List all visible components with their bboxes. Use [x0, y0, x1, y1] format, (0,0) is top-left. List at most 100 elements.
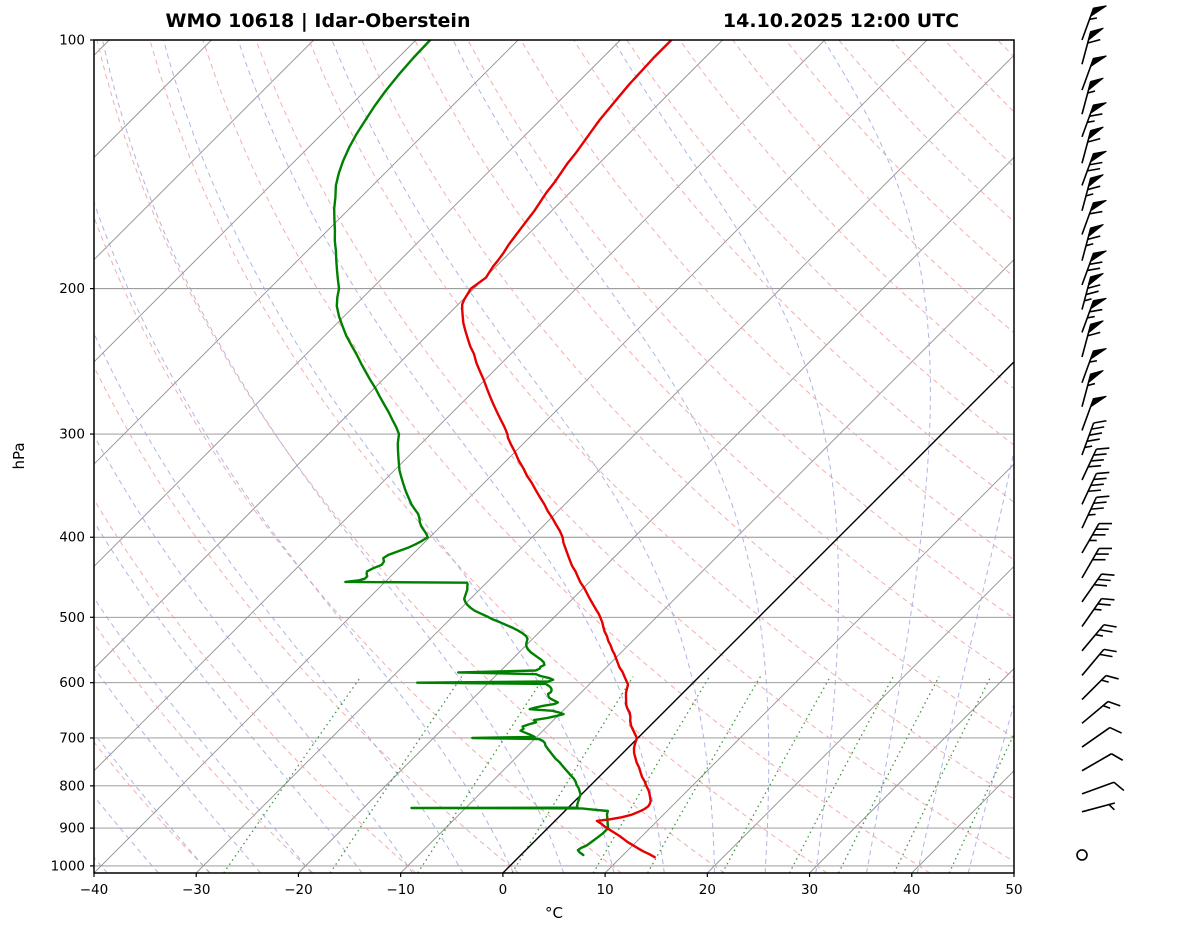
moist-adiabat	[94, 597, 312, 873]
dry-adiabat	[94, 622, 314, 873]
wind-barb	[1081, 471, 1110, 505]
temp-tick-label: −10	[386, 882, 415, 898]
wind-barb	[1081, 126, 1104, 164]
calm-wind-circle	[1076, 849, 1088, 861]
moist-adiabat	[331, 40, 716, 873]
moist-adiabat	[94, 795, 159, 873]
wind-barb	[1081, 348, 1107, 383]
isotherm-line	[707, 565, 1014, 873]
mixing-ratio-line	[417, 676, 545, 873]
temp-tick-label: 0	[499, 882, 508, 898]
station-title: WMO 10618 | Idar-Oberstein	[166, 10, 471, 32]
isotherm-line	[94, 40, 519, 465]
pressure-tick-label: 500	[59, 610, 85, 626]
wind-barb	[1081, 150, 1107, 186]
zero-isotherm-line	[502, 360, 1014, 873]
isotherm-line	[94, 40, 314, 261]
pressure-tick-label: 800	[59, 778, 85, 794]
wind-barb	[1081, 395, 1107, 431]
mixing-ratio-line	[329, 676, 463, 873]
plot-border	[93, 39, 1015, 874]
moist-adiabat	[94, 520, 363, 873]
dry-adiabat	[1051, 40, 1181, 873]
wind-barb	[1081, 27, 1104, 65]
wind-barb	[1081, 753, 1124, 772]
moist-adiabat	[452, 40, 770, 873]
isotherm-line	[94, 40, 826, 772]
mixing-ratio-line	[721, 676, 831, 873]
wind-barb	[1081, 174, 1104, 212]
isotherm-line	[195, 54, 1014, 873]
moist-adiabat	[102, 40, 565, 873]
pressure-tick-label: 1000	[51, 858, 85, 874]
temp-tick-label: 20	[699, 882, 716, 898]
dry-adiabat	[944, 40, 1014, 113]
pressure-tick-label: 200	[59, 281, 85, 297]
moist-adiabat	[916, 448, 1014, 873]
wind-barb	[1081, 623, 1117, 652]
wind-barb	[1081, 700, 1121, 724]
isotherm-line	[400, 259, 1014, 873]
wind-barb	[1081, 297, 1107, 333]
wind-barb	[1081, 199, 1107, 235]
isotherm-line	[298, 156, 1014, 873]
pressure-tick-label: 600	[59, 675, 85, 691]
isotherm-line	[604, 463, 1014, 873]
dry-adiabat	[96, 40, 725, 873]
dry-adiabat	[149, 40, 828, 873]
moist-adiabat	[94, 201, 514, 873]
mixing-ratio-line	[948, 732, 1014, 873]
dewpoint-curve	[333, 40, 610, 857]
mixing-ratio-line	[511, 676, 634, 873]
profile-curves-layer	[333, 40, 673, 859]
dry-adiabat	[94, 215, 622, 873]
wind-barb	[1081, 802, 1116, 813]
dry-adiabat	[1104, 40, 1181, 873]
temp-tick-label: −40	[80, 882, 109, 898]
dry-adiabat	[94, 365, 520, 873]
wind-barb	[1081, 597, 1115, 627]
dry-adiabat	[94, 498, 417, 873]
isotherm-line	[0, 40, 7, 873]
isotherm-line	[1013, 872, 1014, 873]
isotherm-line	[809, 667, 1014, 873]
dry-adiabat	[414, 40, 1014, 679]
wind-barb	[1081, 547, 1112, 579]
temp-tick-label: 30	[801, 882, 818, 898]
mixing-ratio-line	[223, 676, 362, 873]
pressure-tick-label: 300	[59, 427, 85, 443]
dry-adiabat	[255, 40, 1014, 863]
moist-adiabat	[612, 40, 840, 873]
moist-adiabat	[94, 667, 261, 873]
dry-adiabat	[573, 40, 1014, 503]
pressure-tick-label: 100	[59, 33, 85, 49]
background-lines-layer	[0, 40, 1181, 873]
isotherm-line	[911, 770, 1014, 873]
moist-adiabat	[823, 40, 931, 873]
temp-tick-label: 10	[597, 882, 614, 898]
wind-barb	[1081, 495, 1110, 529]
temp-tick-label: 40	[903, 882, 920, 898]
wind-barb	[1081, 77, 1104, 115]
pressure-tick-label: 400	[59, 530, 85, 546]
wind-barb	[1081, 250, 1107, 286]
wind-barb	[1081, 223, 1104, 261]
wind-barb	[1081, 522, 1112, 554]
isotherm-line	[94, 40, 621, 567]
temperature-curve	[461, 40, 673, 859]
wind-barb	[1081, 674, 1119, 701]
dry-adiabat	[520, 40, 1014, 561]
wind-barb	[1081, 781, 1125, 795]
temp-tick-label: −20	[284, 882, 313, 898]
wind-barb	[1081, 648, 1117, 676]
temp-tick-label: −30	[182, 882, 211, 898]
x-axis-label: °C	[545, 904, 563, 922]
temp-tick-label: 50	[1005, 882, 1022, 898]
dry-adiabat	[732, 40, 1014, 334]
moist-adiabat	[94, 332, 464, 873]
wind-barb	[1081, 272, 1104, 310]
mixing-ratio-line	[647, 676, 761, 873]
isotherm-line	[94, 40, 417, 363]
